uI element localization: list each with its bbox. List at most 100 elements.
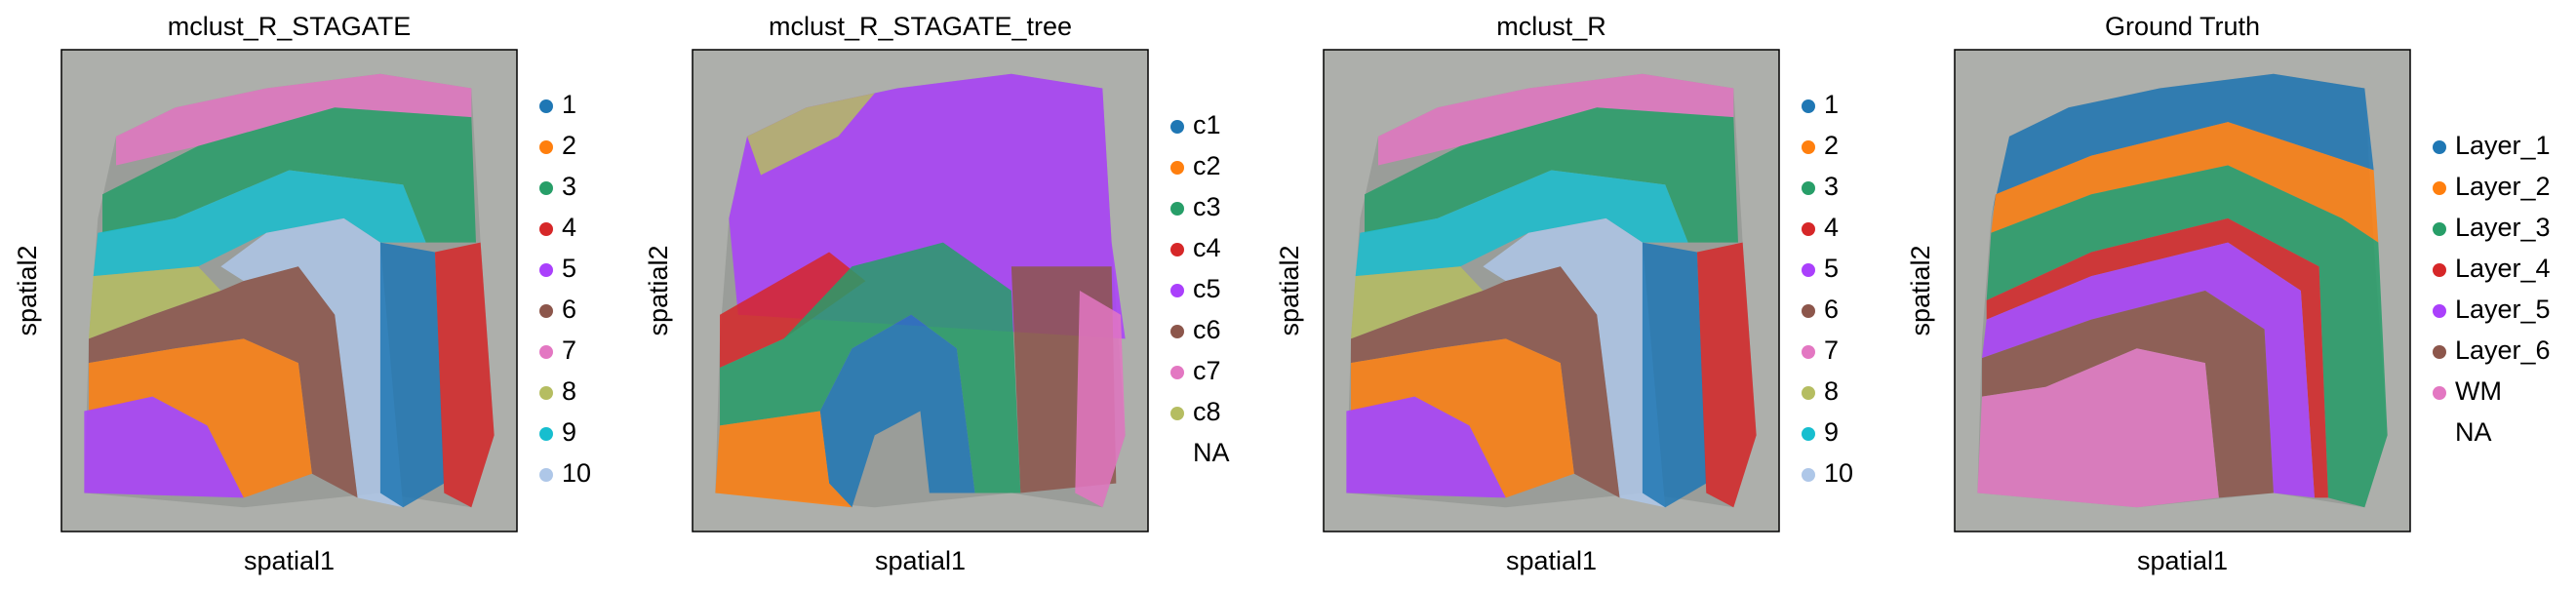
legend-marker [539, 427, 553, 441]
legend-label: NA [2455, 417, 2492, 447]
legend-marker [539, 386, 553, 400]
cluster-region [715, 411, 852, 508]
legend-marker [539, 263, 553, 277]
cluster-region [1351, 266, 1620, 498]
y-axis-label: spatial2 [13, 245, 42, 335]
cluster-region [102, 107, 476, 243]
cluster-region [89, 266, 358, 498]
legend-marker [1170, 284, 1184, 297]
cluster-region [1977, 348, 2219, 508]
plot-frame [692, 49, 1149, 532]
x-axis-label: spatial1 [2137, 546, 2228, 575]
x-axis-label: spatial1 [1506, 546, 1597, 575]
legend-label: 2 [1824, 131, 1839, 160]
cluster-region [1982, 242, 2315, 498]
cluster-region [1991, 73, 2374, 218]
cluster-region [1365, 107, 1738, 243]
x-axis-label: spatial1 [875, 546, 966, 575]
legend-marker [1170, 325, 1184, 338]
panel-title: mclust_R_STAGATE [168, 12, 412, 41]
cluster-region [747, 93, 875, 176]
legend-marker [2433, 181, 2446, 195]
legend-label: c8 [1193, 397, 1221, 426]
cluster-region [720, 252, 866, 369]
legend-marker [1802, 99, 1815, 113]
legend-marker [2433, 140, 2446, 154]
cluster-region [1346, 396, 1506, 498]
legend-marker [2433, 263, 2446, 277]
legend-label: 3 [562, 172, 576, 201]
cluster-region [84, 396, 244, 498]
legend-marker [1170, 407, 1184, 420]
legend-marker [1802, 386, 1815, 400]
cluster-region [1982, 291, 2274, 498]
legend-label: 3 [1824, 172, 1839, 201]
legend-marker [1170, 243, 1184, 256]
legend-label: 4 [1824, 213, 1839, 242]
legend-label: c3 [1193, 192, 1221, 221]
plot-frame [60, 49, 518, 532]
cluster-region [93, 170, 426, 277]
legend-marker [539, 181, 553, 195]
legend-marker [2433, 222, 2446, 236]
cluster-region [1986, 165, 2388, 508]
legend-label: 7 [562, 335, 576, 365]
legend-marker [539, 99, 553, 113]
legend-label: c5 [1193, 274, 1221, 303]
legend-marker [1802, 263, 1815, 277]
legend-marker [539, 304, 553, 318]
legend-marker [1802, 140, 1815, 154]
legend-label: c2 [1193, 151, 1221, 180]
legend-label: c6 [1193, 315, 1221, 344]
legend-marker [1802, 427, 1815, 441]
legend-label: 5 [562, 254, 576, 283]
cluster-region [1351, 338, 1574, 498]
legend-label: 10 [562, 458, 591, 488]
plot-frame [1954, 49, 2411, 532]
legend-marker [2433, 304, 2446, 318]
x-axis-label: spatial1 [244, 546, 335, 575]
legend-label: Layer_3 [2455, 213, 2551, 242]
tissue [1977, 73, 2388, 508]
legend-label: Layer_5 [2455, 295, 2551, 324]
cluster-region [1991, 122, 2379, 243]
cluster-region [379, 242, 445, 508]
legend-marker [539, 468, 553, 482]
legend-label: 9 [562, 417, 576, 447]
tissue [1346, 73, 1757, 508]
cluster-region [1378, 73, 1734, 166]
cluster-region [434, 242, 495, 508]
legend-label: WM [2455, 376, 2502, 406]
legend-label: Layer_1 [2455, 131, 2551, 160]
legend-marker [1802, 181, 1815, 195]
legend-marker [539, 140, 553, 154]
legend-label: c1 [1193, 110, 1221, 139]
legend-label: c4 [1193, 233, 1221, 262]
legend-marker [1170, 366, 1184, 379]
legend-label: 7 [1824, 335, 1839, 365]
legend-marker [539, 222, 553, 236]
legend-marker [1802, 222, 1815, 236]
cluster-region [1696, 242, 1757, 508]
legend-label: 2 [562, 131, 576, 160]
cluster-region [819, 314, 975, 508]
legend-marker [1170, 161, 1184, 175]
legend-label: 1 [562, 90, 576, 119]
tissue [84, 73, 495, 508]
legend-label: 8 [562, 376, 576, 406]
legend-marker [539, 345, 553, 359]
cluster-region [1075, 291, 1126, 508]
legend-label: 5 [1824, 254, 1839, 283]
legend-marker [1170, 202, 1184, 216]
legend-label: Layer_6 [2455, 335, 2551, 365]
legend-marker [1802, 304, 1815, 318]
cluster-region [116, 73, 472, 166]
plot-frame [1323, 49, 1780, 532]
legend-label: 8 [1824, 376, 1839, 406]
tissue [715, 73, 1126, 508]
legend-marker [2433, 345, 2446, 359]
cluster-region [89, 266, 221, 339]
legend-marker [1170, 120, 1184, 134]
legend-label: 1 [1824, 90, 1839, 119]
